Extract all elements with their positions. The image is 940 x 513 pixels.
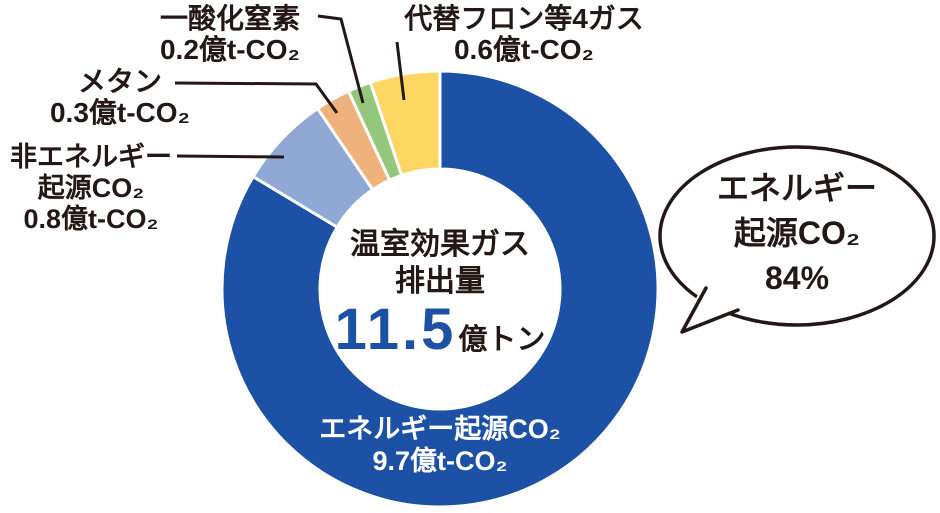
bubble-line1: エネルギー bbox=[716, 170, 877, 206]
speech-bubble-tail-fill bbox=[678, 282, 742, 336]
label-energy-co2-inner: エネルギー起源CO₂ 9.7億t-CO₂ bbox=[290, 413, 590, 477]
center-total: 11.5 億トン bbox=[315, 300, 565, 360]
label-methane-amount: 0.3億t-CO₂ bbox=[49, 97, 190, 128]
label-methane-name: メタン bbox=[77, 66, 162, 97]
label-energy-co2-amount: 9.7億t-CO₂ bbox=[372, 446, 508, 476]
label-n2o-name: 一酸化窒素 bbox=[159, 3, 300, 34]
center-total-unit: 億トン bbox=[458, 324, 546, 356]
leader-line-hfc bbox=[395, 41, 406, 101]
label-hfc: 代替フロン等4ガス 0.6億t-CO₂ bbox=[390, 3, 658, 65]
label-non-energy-name-1: 非エネルギー bbox=[10, 142, 172, 172]
center-title-line1: 温室効果ガス bbox=[350, 228, 530, 261]
label-non-energy: 非エネルギー 起源CO₂ 0.8億t-CO₂ bbox=[0, 142, 182, 235]
speech-bubble bbox=[658, 145, 936, 327]
label-non-energy-amount: 0.8億t-CO₂ bbox=[23, 204, 159, 234]
center-total-value: 11.5 bbox=[334, 297, 457, 362]
label-methane: メタン 0.3億t-CO₂ bbox=[15, 66, 225, 128]
label-n2o-amount: 0.2億t-CO₂ bbox=[159, 34, 300, 65]
bubble-line3: 84% bbox=[764, 260, 830, 296]
leader-line-n2o bbox=[317, 14, 365, 104]
donut-segment-hfc bbox=[368, 69, 442, 177]
label-hfc-name: 代替フロン等4ガス bbox=[404, 3, 644, 34]
donut-segment-energy_co2 bbox=[220, 69, 660, 509]
label-n2o: 一酸化窒素 0.2億t-CO₂ bbox=[100, 3, 360, 65]
speech-bubble-text: エネルギー 起源CO₂ 84% bbox=[668, 166, 926, 301]
leader-line-non-energy bbox=[176, 154, 285, 159]
bubble-line2: 起源CO₂ bbox=[733, 215, 861, 251]
center-title-line2: 排出量 bbox=[395, 265, 485, 298]
label-hfc-amount: 0.6億t-CO₂ bbox=[453, 34, 594, 65]
speech-bubble-tail bbox=[680, 286, 740, 334]
label-energy-co2-name: エネルギー起源CO₂ bbox=[319, 414, 561, 444]
donut-center-text: 温室効果ガス 排出量 11.5 億トン bbox=[315, 226, 565, 360]
leader-line-methane bbox=[174, 81, 339, 114]
label-non-energy-name-2: 起源CO₂ bbox=[37, 173, 145, 203]
